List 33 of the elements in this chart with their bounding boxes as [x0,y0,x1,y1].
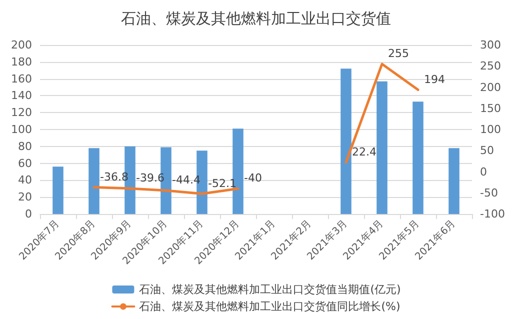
data-label: -40 [244,172,262,185]
y-tick-label: 140 [11,89,32,102]
y2-tick-label: 250 [480,60,501,73]
bar [448,148,460,214]
y2-tick-label: -100 [480,208,505,220]
y-tick-label: 20 [18,190,32,204]
bar [88,148,100,214]
y2-tick-label: 150 [480,102,501,115]
bar [340,68,352,214]
y2-tick-label: 300 [480,38,501,52]
y2-tick-label: 200 [480,80,501,94]
bar [412,102,424,214]
data-label: 255 [388,47,409,60]
data-label: 22.4 [352,145,376,158]
y-tick-label: 100 [11,123,32,136]
chart-title: 石油、煤炭及其他燃料加工业出口交货值 [121,10,391,28]
y-tick-label: 200 [11,38,32,52]
y-tick-label: 120 [11,106,32,120]
y2-tick-label: 0 [480,165,487,178]
y-tick-label: 0 [25,208,32,220]
data-label: 194 [424,72,445,86]
y2-tick-label: -50 [480,186,498,200]
legend-label: 石油、煤炭及其他燃料加工业出口交货值同比增长(%) [139,300,400,313]
bar [376,81,388,214]
y-tick-label: 60 [18,156,32,170]
y2-tick-label: 100 [480,123,501,136]
y-tick-label: 180 [11,55,32,68]
y-tick-label: 40 [18,174,32,187]
y2-tick-label: 50 [480,144,494,158]
y-tick-label: 80 [18,140,32,153]
bar [52,166,64,214]
legend-label: 石油、煤炭及其他燃料加工业出口交货值当期值(亿元) [139,283,401,296]
y-tick-label: 160 [11,72,32,86]
